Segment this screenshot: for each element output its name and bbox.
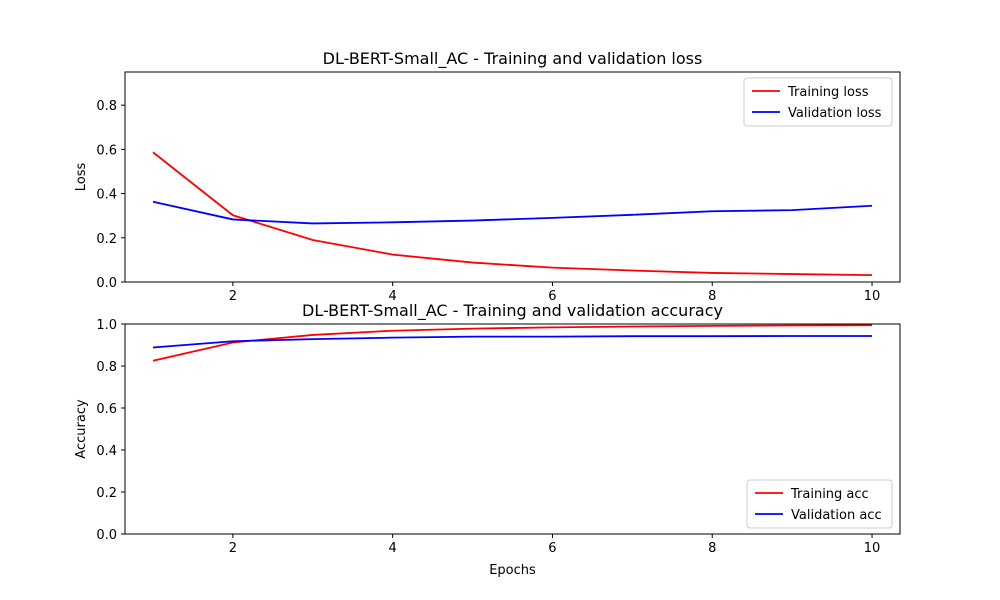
legend-label: Training loss (787, 85, 869, 100)
y-axis-label: Accuracy (74, 399, 89, 459)
y-tick-label: 0.4 (96, 444, 117, 459)
accuracy-chart: 2 4 6 8 10 0.0 0.2 0.4 0.6 0.8 1.0 DL-BERT-Small_AC… (74, 301, 901, 578)
legend: Training acc Validation acc (746, 479, 893, 529)
y-tick-label: 1.0 (96, 318, 117, 333)
y-tick-label: 0.0 (96, 528, 117, 543)
series-line-validation-loss (152, 200, 873, 225)
legend-box (743, 77, 893, 127)
x-tick-label: 10 (864, 541, 881, 556)
series-line-validation-acc (152, 335, 873, 349)
y-tick-label: 0.0 (96, 276, 117, 291)
y-tick-label: 0.8 (96, 360, 117, 375)
legend-label: Training acc (790, 487, 869, 502)
loss-chart: 2 4 6 8 10 0.0 0.2 0.4 0.6 0.8 DL-BERT-Small_AC - … (74, 49, 901, 304)
x-tick-label: 8 (708, 289, 716, 304)
y-tick-label: 0.8 (96, 99, 117, 114)
plot-frame (124, 71, 901, 283)
y-tick-label: 0.6 (96, 143, 117, 158)
plot-frame (124, 323, 901, 535)
series-line-training-acc (152, 324, 873, 362)
legend-label: Validation loss (788, 106, 882, 121)
series-line-training-loss (152, 151, 873, 277)
x-tick-label: 8 (708, 541, 716, 556)
y-tick-label: 0.2 (96, 232, 117, 247)
y-axis-label: Loss (74, 163, 89, 192)
x-tick-label: 4 (389, 289, 397, 304)
legend: Training loss Validation loss (743, 77, 893, 127)
legend-box (746, 479, 893, 529)
chart-title: DL-BERT-Small_AC - Training and validati… (302, 301, 723, 321)
x-axis-label: Epochs (489, 563, 536, 578)
x-tick-label: 2 (229, 541, 237, 556)
y-tick-label: 0.2 (96, 486, 117, 501)
chart-title: DL-BERT-Small_AC - Training and validati… (323, 49, 703, 69)
legend-label: Validation acc (791, 508, 882, 523)
x-tick-label: 10 (864, 289, 881, 304)
x-tick-label: 6 (548, 541, 556, 556)
y-tick-label: 0.4 (96, 188, 117, 203)
y-tick-label: 0.6 (96, 402, 117, 417)
x-tick-label: 4 (389, 541, 397, 556)
x-tick-label: 6 (548, 289, 556, 304)
x-tick-label: 2 (229, 289, 237, 304)
